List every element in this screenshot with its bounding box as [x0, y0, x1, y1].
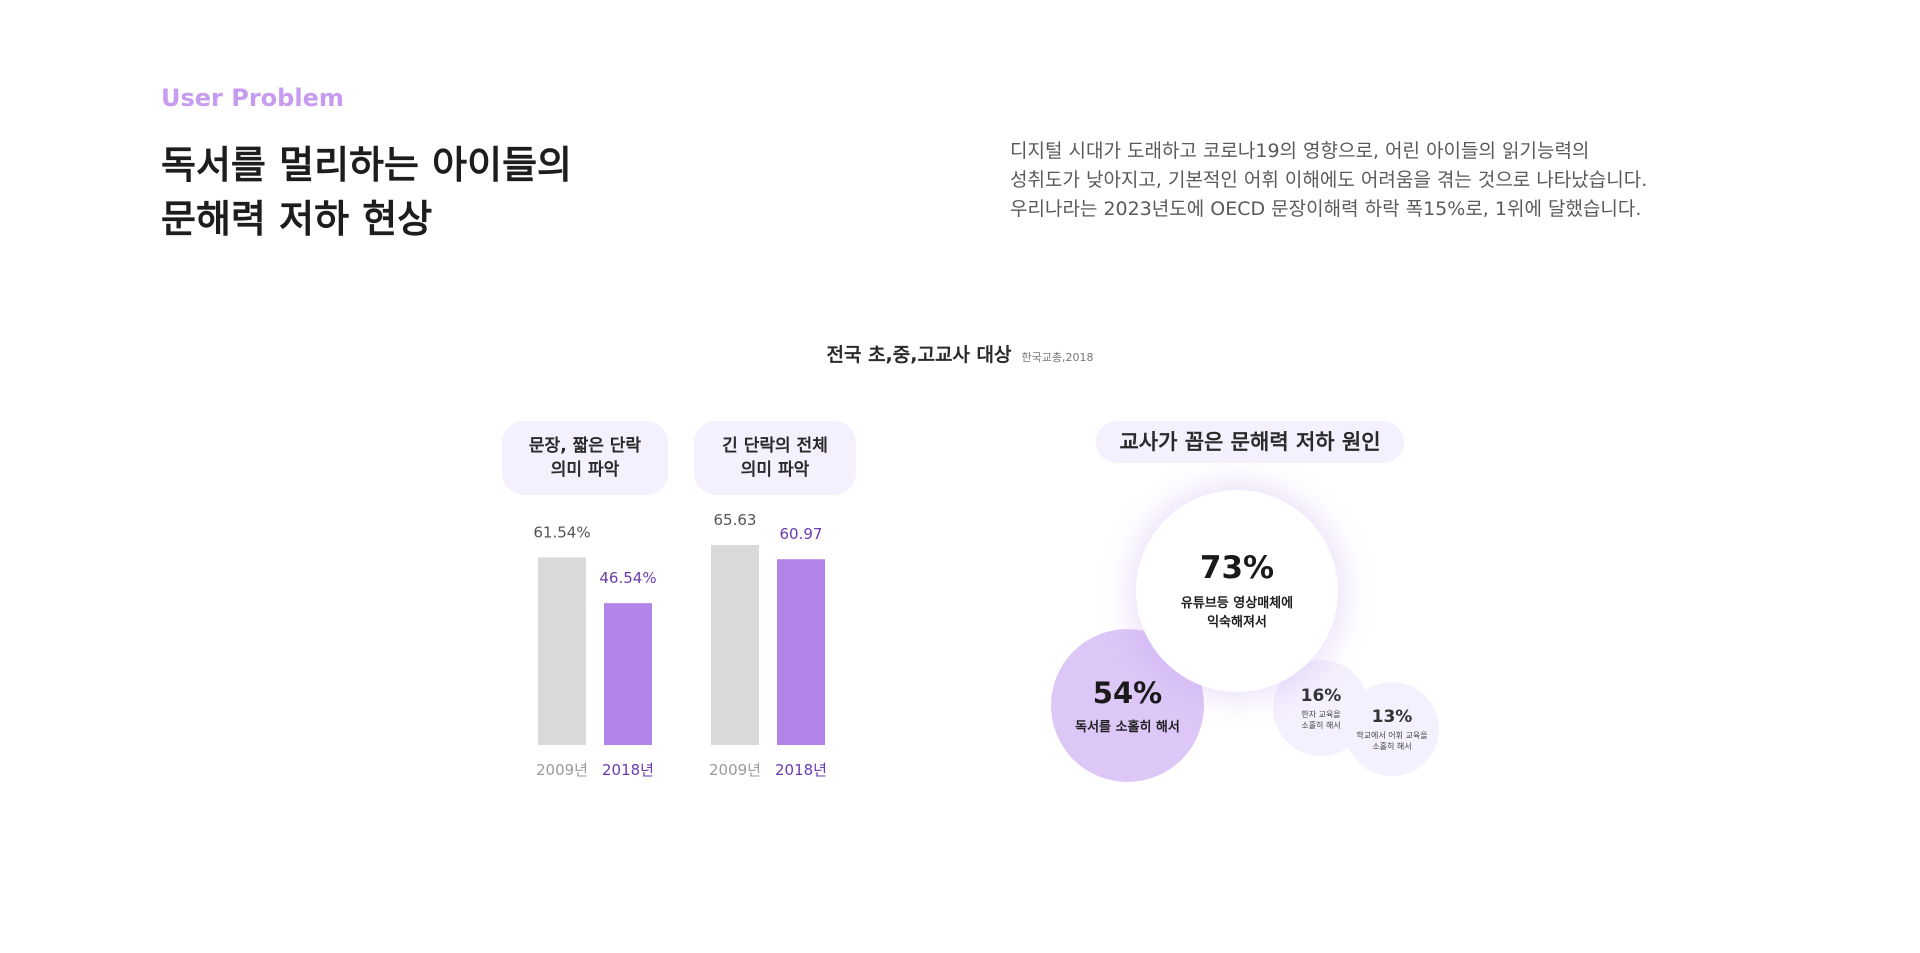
bubble-vocab-education-percent: 13% — [1371, 706, 1413, 727]
bubble-chart-title: 교사가 꼽은 문해력 저하 원인 — [1096, 421, 1404, 463]
bar-long-2009 — [711, 545, 759, 745]
bubble-reading-neglect-label: 독서를 소홀히 해서 — [1075, 720, 1180, 735]
bubble-video-media: 73% 유튜브등 영상매체에 익숙해져서 — [1136, 490, 1338, 692]
bar-category-label: 2009년 — [536, 761, 588, 779]
bar-group-title-long: 긴 단락의 전체 의미 파악 — [694, 421, 856, 495]
survey-source: 한국교총,2018 — [1021, 351, 1094, 364]
bubble-vocab-education-label: 학교에서 어휘 교육을 소홀히 해서 — [1356, 730, 1428, 751]
bar-value-label: 46.54% — [599, 569, 656, 587]
page-headline: 독서를 멀리하는 아이들의 문해력 저하 현상 — [161, 143, 573, 241]
bar-value-label: 60.97 — [780, 525, 823, 543]
bubble-vocab-education: 13% 학교에서 어휘 교육을 소홀히 해서 — [1345, 682, 1439, 776]
bar-group-title-short: 문장, 짧은 단락 의미 파악 — [502, 421, 668, 495]
bubble-reading-neglect-percent: 54% — [1092, 676, 1163, 710]
bar-category-label: 2018년 — [775, 761, 827, 779]
bar-category-label: 2009년 — [709, 761, 761, 779]
survey-title: 전국 초,중,고교사 대상 — [826, 344, 1012, 366]
survey-caption: 전국 초,중,고교사 대상 한국교총,2018 — [0, 340, 1920, 367]
bar-short-2009 — [538, 557, 586, 745]
bar-value-label: 65.63 — [714, 511, 757, 529]
bar-short-2018 — [604, 603, 652, 745]
bubble-hanja-education-percent: 16% — [1300, 685, 1342, 706]
bar-value-label: 61.54% — [533, 523, 590, 541]
bubble-video-media-label: 유튜브등 영상매체에 익숙해져서 — [1180, 596, 1294, 630]
eyebrow-label: User Problem — [161, 84, 344, 112]
bubble-video-media-percent: 73% — [1199, 550, 1275, 586]
bar-long-2018 — [777, 559, 825, 745]
intro-paragraph: 디지털 시대가 도래하고 코로나19의 영향으로, 어린 아이들의 읽기능력의 … — [1010, 140, 1648, 220]
bar-category-label: 2018년 — [602, 761, 654, 779]
bubble-hanja-education-label: 한자 교육을 소홀히 해서 — [1301, 709, 1341, 730]
